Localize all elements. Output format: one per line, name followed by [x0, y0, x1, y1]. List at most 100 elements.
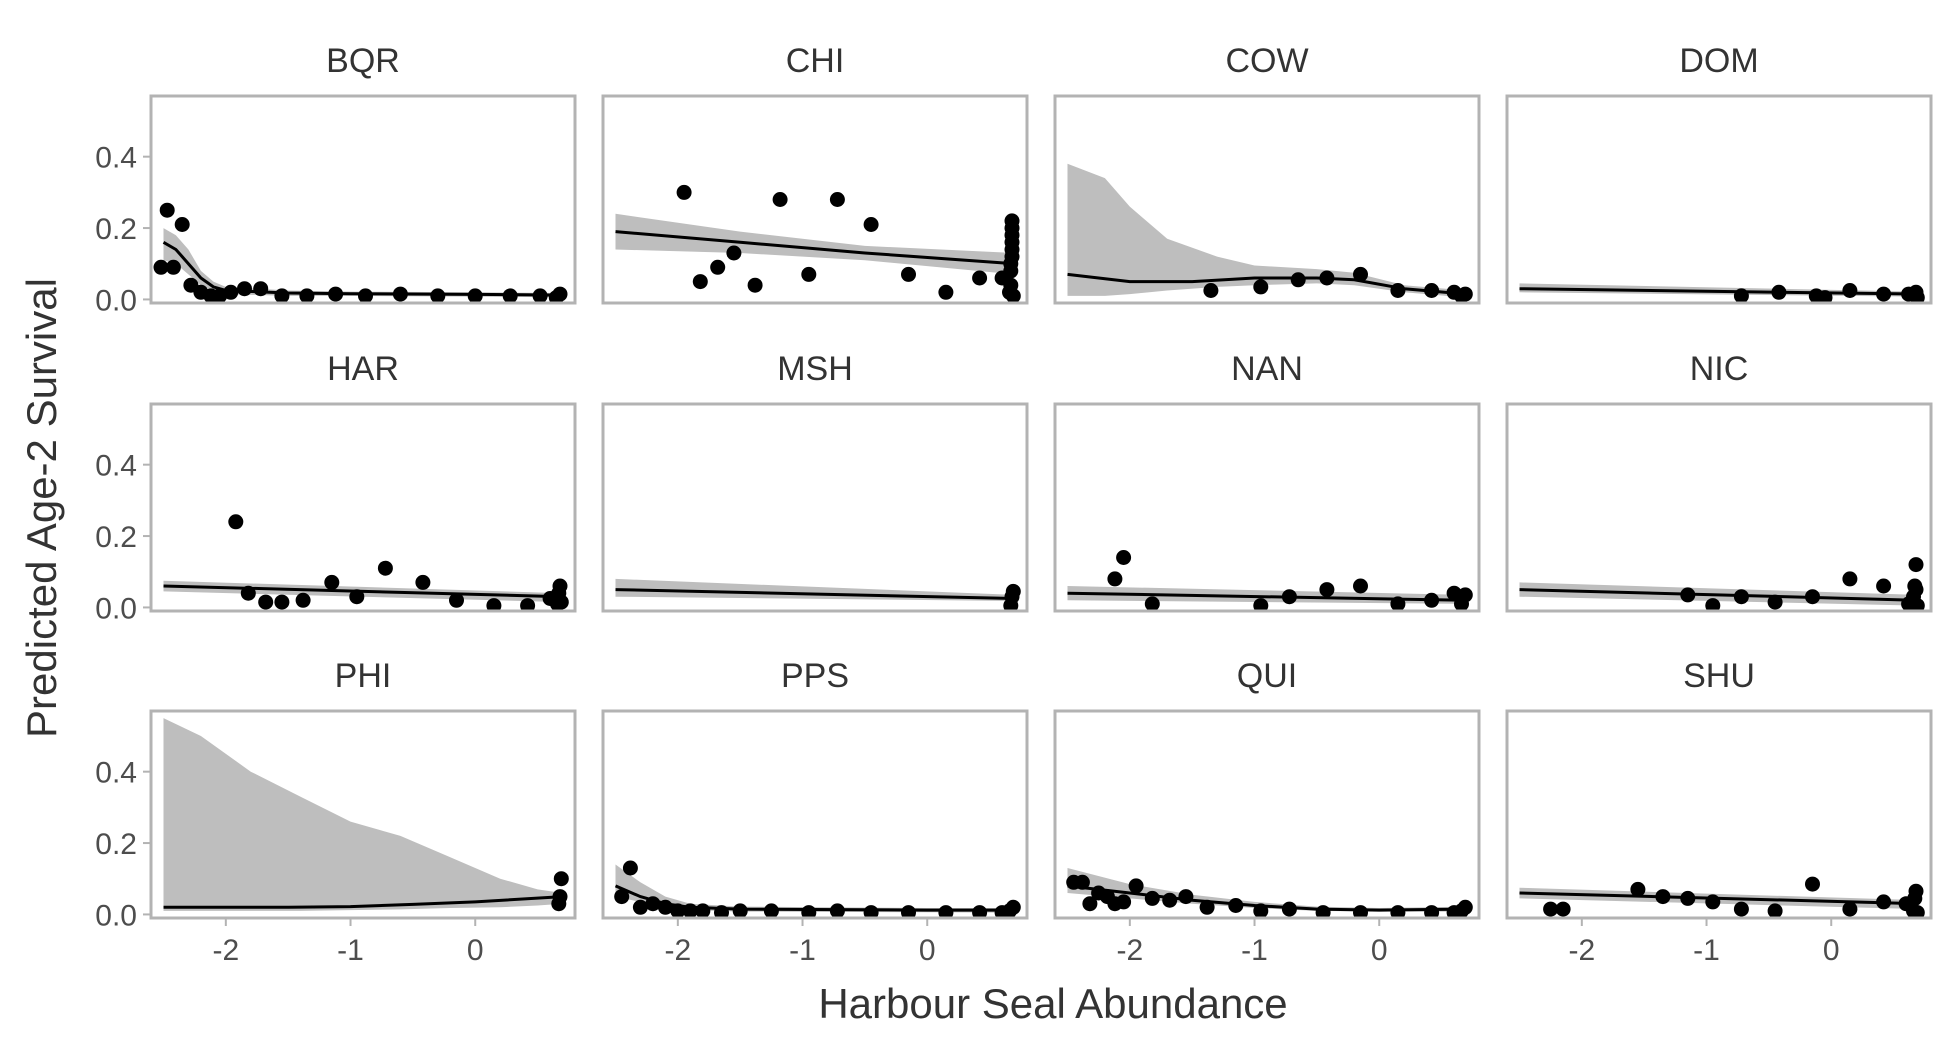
data-point	[1005, 288, 1021, 303]
data-point	[1199, 899, 1215, 915]
y-tick-label: 0.2	[95, 521, 137, 554]
x-tick-label: -2	[1568, 934, 1595, 967]
data-point	[174, 217, 190, 232]
data-point	[1281, 589, 1297, 605]
facet-title: CHI	[786, 42, 845, 80]
facet-title: COW	[1225, 42, 1308, 80]
data-point	[695, 903, 711, 918]
facet-panel-phi: PHI 0.0 0.2 0.4 -2 -1 0	[95, 657, 577, 967]
facet-panel-chi: CHI	[601, 42, 1029, 305]
panel-frame	[601, 709, 1029, 920]
data-point	[1178, 889, 1194, 905]
data-point	[632, 899, 648, 915]
data-point	[1705, 598, 1721, 611]
data-point	[1655, 889, 1671, 905]
data-point	[299, 288, 315, 303]
data-point	[223, 284, 239, 300]
confidence-ribbon	[163, 718, 563, 911]
data-point	[240, 585, 256, 601]
data-point	[1808, 288, 1824, 303]
data-point	[1005, 899, 1021, 915]
data-point	[1353, 578, 1368, 594]
data-point	[1228, 898, 1244, 913]
data-point	[972, 270, 988, 286]
data-point	[1281, 901, 1297, 917]
data-point	[467, 288, 483, 303]
data-point	[1319, 582, 1335, 598]
facet-title: NAN	[1231, 350, 1303, 388]
panel-plot-area	[615, 184, 1021, 303]
data-point	[1253, 903, 1269, 918]
data-point	[1074, 874, 1090, 890]
data-point	[1116, 550, 1132, 565]
facet-panel-dom: DOM	[1505, 42, 1933, 305]
data-point	[532, 288, 548, 303]
x-tick-label: -1	[1693, 934, 1720, 967]
data-point	[1842, 901, 1858, 917]
data-point	[1908, 557, 1924, 573]
panel-frame	[149, 402, 577, 613]
facet-title: PHI	[335, 657, 392, 695]
fitted-line	[163, 584, 563, 599]
data-point	[377, 560, 393, 576]
x-tick-label: 0	[1823, 934, 1840, 967]
panel-plot-area	[614, 860, 1021, 918]
data-point	[392, 286, 408, 302]
panel-frame	[1053, 709, 1481, 920]
data-point	[1144, 890, 1160, 906]
data-point	[1842, 571, 1858, 587]
confidence-ribbon	[615, 213, 1015, 275]
data-point	[1908, 883, 1924, 899]
data-point	[863, 905, 879, 918]
data-point	[1842, 283, 1858, 298]
y-tick-label: 0.4	[95, 757, 137, 790]
data-point	[295, 592, 311, 608]
facet-title: PPS	[781, 657, 849, 695]
data-point	[552, 578, 568, 594]
data-point	[1909, 598, 1925, 611]
data-point	[829, 192, 845, 207]
x-tick-label: -1	[337, 934, 364, 967]
x-tick-label: 0	[1371, 934, 1388, 967]
panel-plot-area	[1066, 868, 1473, 918]
data-point	[1116, 894, 1132, 910]
data-point	[486, 598, 502, 611]
data-point	[1680, 890, 1696, 906]
data-point	[1767, 903, 1783, 918]
facet-title: QUI	[1237, 657, 1297, 695]
data-point	[1353, 905, 1368, 918]
facet-panel-msh: MSH	[601, 350, 1029, 613]
x-tick-label: -1	[789, 934, 816, 967]
data-point	[159, 202, 175, 218]
data-point	[1424, 905, 1440, 918]
y-tick-label: 0.2	[95, 828, 137, 861]
data-point	[763, 903, 779, 918]
panel-frame	[1053, 94, 1481, 305]
data-point	[1107, 571, 1123, 587]
data-point	[1909, 905, 1925, 918]
x-tick-label: -2	[664, 934, 691, 967]
data-point	[614, 889, 630, 905]
panel-frame	[1505, 402, 1933, 613]
data-point	[415, 574, 431, 590]
data-point	[1315, 905, 1331, 918]
x-tick-label: 0	[467, 934, 484, 967]
data-point	[772, 192, 788, 207]
data-point	[553, 594, 569, 610]
data-point	[1457, 587, 1473, 603]
data-point	[1203, 283, 1219, 298]
data-point	[972, 905, 988, 918]
data-point	[1290, 272, 1306, 288]
data-point	[1909, 290, 1925, 303]
facet-title: NIC	[1690, 350, 1749, 388]
facet-panel-nan: NAN	[1053, 350, 1481, 613]
data-point	[1908, 582, 1924, 598]
data-point	[1424, 592, 1440, 608]
data-point	[938, 905, 954, 918]
data-point	[1733, 901, 1749, 917]
data-point	[1253, 598, 1269, 611]
data-point	[1876, 286, 1892, 302]
data-point	[726, 245, 742, 261]
fitted-line	[163, 895, 563, 909]
panel-plot-area	[163, 514, 569, 611]
